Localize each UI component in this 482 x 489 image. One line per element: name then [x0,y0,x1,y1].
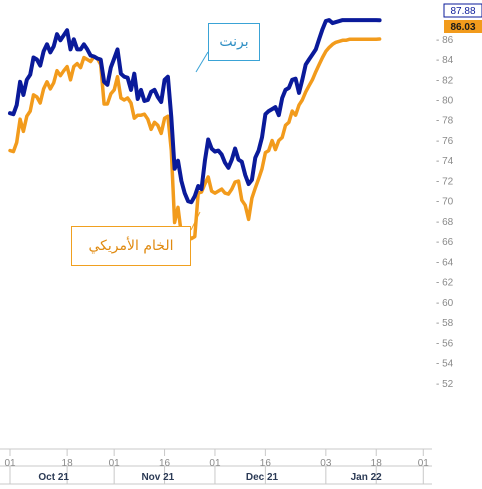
x-tick-label: 18 [371,458,383,469]
y-tick-label: - 84 [436,55,454,66]
x-month-label: Oct 21 [38,472,69,483]
x-tick-label: 01 [209,458,221,469]
y-tick-label: - 76 [436,136,454,147]
y-tick-label: - 74 [436,156,454,167]
y-tick-label: - 72 [436,177,454,188]
brent-callout-label: برنت [208,23,260,61]
last-value-label-wti: 86.03 [450,22,475,33]
last-value-badge-brent [443,3,482,18]
brent-leader-line [195,51,209,73]
wti-callout-label: الخام الأمريكي [71,226,191,266]
y-tick-label: - 70 [436,197,454,208]
y-tick-label: - 64 [436,257,454,268]
series-line-brent [8,18,382,205]
y-tick-label: - 68 [436,217,454,228]
series-layer [8,18,382,243]
y-tick-label: - 86 [436,35,454,46]
y-tick-label: - 66 [436,237,454,248]
axis-layer: - 52 - 54 - 56 - 58 - 60 - 62 - 64 - 66 - 68 - 70… [436,3,482,390]
callout-leader-lines [190,51,209,231]
y-tick-label: - 54 [436,359,454,370]
x-tick-label: 01 [418,458,430,469]
wti-leader-line [190,211,201,231]
x-month-label: Dec 21 [246,472,279,483]
y-tick-label: - 80 [436,96,454,107]
y-tick-label: - 78 [436,116,454,127]
x-axis: 01 18 01 16 01 16 03 18 01 Oct 21 Nov 21 Dec 21 Jan … [0,448,432,485]
y-tick-label: - 56 [436,338,454,349]
y-tick-label: - 60 [436,298,454,309]
x-tick-label: 18 [62,458,74,469]
y-tick-label: - 58 [436,318,454,329]
x-month-label: Nov 21 [141,472,174,483]
last-value-label-brent: 87.88 [450,6,475,17]
y-tick-label: - 62 [436,278,454,289]
y-tick-label: - 52 [436,379,454,390]
x-tick-label: 01 [109,458,121,469]
x-tick-label: 03 [320,458,332,469]
x-tick-label: 01 [4,458,16,469]
x-month-label: Jan 22 [351,472,383,483]
x-tick-label: 16 [260,458,272,469]
series-line-wti [8,37,382,243]
x-tick-label: 16 [159,458,171,469]
last-value-badge-wti [444,20,482,33]
y-tick-label: - 82 [436,75,454,86]
